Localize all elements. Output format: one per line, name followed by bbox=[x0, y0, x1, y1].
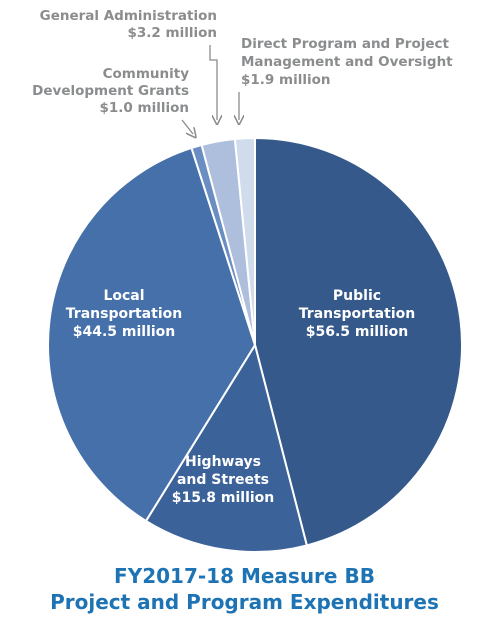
slice-label: Highways bbox=[185, 454, 261, 470]
slice-labels: Public Transportation $56.5 million Highway… bbox=[32, 8, 453, 506]
callout-value-label: $3.2 million bbox=[128, 25, 217, 41]
slice-label: Transportation bbox=[66, 306, 182, 322]
callout-label: Direct Program and Project bbox=[241, 36, 450, 52]
slice-value-label: $56.5 million bbox=[306, 324, 409, 340]
chart-title-line-2: Project and Program Expenditures bbox=[50, 590, 439, 614]
callout-leaders bbox=[181, 45, 239, 134]
slice-value-label: $44.5 million bbox=[73, 324, 176, 340]
slice-label: Local bbox=[103, 288, 144, 304]
slice-label: Public bbox=[333, 288, 381, 304]
slice-value-label: $15.8 million bbox=[172, 490, 275, 506]
pie-slices bbox=[47, 137, 464, 553]
callout-label: General Administration bbox=[40, 8, 217, 24]
callout-leader-arrow bbox=[209, 45, 217, 120]
callout-value-label: $1.9 million bbox=[241, 72, 330, 88]
callout-label: Community bbox=[103, 66, 190, 82]
callout-value-label: $1.0 million bbox=[100, 100, 189, 116]
slice-label: Transportation bbox=[299, 306, 415, 322]
callout-leader-arrow bbox=[181, 119, 193, 134]
slice-local-transportation bbox=[47, 146, 256, 522]
chart-title-line-1: FY2017-18 Measure BB bbox=[114, 564, 375, 588]
slice-direct-program-and-project-management-and-oversight bbox=[233, 137, 256, 346]
callout-label: Development Grants bbox=[32, 83, 189, 99]
slice-public-transportation bbox=[254, 137, 464, 547]
slice-label: and Streets bbox=[177, 472, 269, 488]
callout-label: Management and Oversight bbox=[241, 54, 453, 70]
slice-highways-and-streets bbox=[144, 344, 308, 553]
